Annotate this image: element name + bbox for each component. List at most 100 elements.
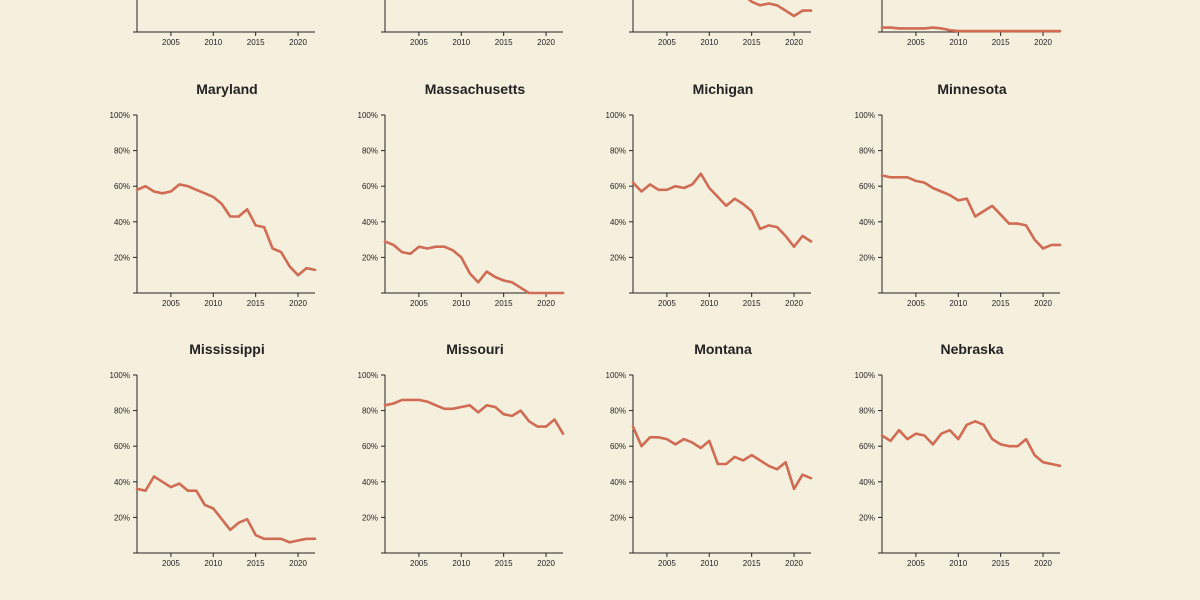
x-tick-label: 2005 (410, 299, 428, 308)
series-line (383, 240, 565, 295)
y-tick-label: 40% (610, 478, 626, 487)
y-tick-label: 20% (362, 253, 378, 262)
panel-2: 2005 2010 2015 2020 (629, 0, 813, 47)
series-line (135, 475, 317, 544)
x-tick-label: 2020 (537, 38, 555, 47)
x-tick-label: 2020 (289, 559, 307, 568)
y-tick-label: 60% (114, 442, 130, 451)
x-tick-label: 2010 (700, 559, 718, 568)
series-line (880, 419, 1062, 468)
y-tick-label: 80% (859, 407, 875, 416)
panel-11: Nebraska 20% 40% 60% 80% 100% 2005 2010 2015 2020 (855, 341, 1062, 568)
x-tick-label: 2020 (1034, 38, 1052, 47)
panel-8: Mississippi 20% 40% 60% 80% 100% 2005 2010 2015 2… (110, 341, 317, 568)
x-tick-label: 2005 (658, 559, 676, 568)
panel-title: Maryland (196, 81, 257, 97)
series-line (880, 26, 1062, 33)
x-tick-label: 2020 (289, 299, 307, 308)
series-line (135, 183, 317, 277)
x-tick-label: 2005 (410, 38, 428, 47)
y-tick-label: 80% (114, 147, 130, 156)
x-tick-label: 2020 (785, 559, 803, 568)
panel-0: 2005 2010 2015 2020 (133, 0, 315, 47)
y-tick-label: 40% (362, 218, 378, 227)
x-tick-label: 2005 (907, 299, 925, 308)
y-tick-label: 20% (362, 513, 378, 522)
panel-title: Montana (694, 341, 752, 357)
x-tick-label: 2005 (162, 559, 180, 568)
y-tick-label: 100% (358, 371, 378, 380)
y-tick-label: 20% (610, 513, 626, 522)
x-tick-label: 2015 (743, 559, 761, 568)
y-tick-label: 60% (362, 182, 378, 191)
y-tick-label: 40% (859, 478, 875, 487)
x-tick-label: 2020 (1034, 299, 1052, 308)
panel-title: Massachusetts (425, 81, 526, 97)
x-tick-label: 2005 (907, 559, 925, 568)
y-tick-label: 60% (610, 182, 626, 191)
y-tick-label: 20% (114, 513, 130, 522)
y-tick-label: 100% (358, 111, 378, 120)
y-tick-label: 20% (859, 253, 875, 262)
x-tick-label: 2015 (743, 299, 761, 308)
x-tick-label: 2015 (247, 559, 265, 568)
y-tick-label: 20% (114, 253, 130, 262)
y-tick-label: 80% (362, 407, 378, 416)
x-tick-label: 2010 (452, 559, 470, 568)
x-tick-label: 2015 (743, 38, 761, 47)
x-tick-label: 2020 (1034, 559, 1052, 568)
panel-5: Massachusetts 20% 40% 60% 80% 100% 2005 2010 201… (358, 81, 565, 308)
y-tick-label: 100% (855, 111, 875, 120)
x-tick-label: 2020 (785, 38, 803, 47)
y-tick-label: 20% (610, 253, 626, 262)
x-tick-label: 2010 (452, 38, 470, 47)
panel-title: Nebraska (940, 341, 1003, 357)
y-tick-label: 80% (362, 147, 378, 156)
panel-title: Minnesota (937, 81, 1006, 97)
x-tick-label: 2015 (495, 38, 513, 47)
x-tick-label: 2005 (907, 38, 925, 47)
panel-title: Mississippi (189, 341, 264, 357)
x-tick-label: 2010 (700, 38, 718, 47)
y-tick-label: 100% (606, 371, 626, 380)
x-tick-label: 2015 (992, 559, 1010, 568)
y-tick-label: 40% (859, 218, 875, 227)
x-tick-label: 2020 (289, 38, 307, 47)
y-tick-label: 100% (110, 371, 130, 380)
panel-3: 2005 2010 2015 2020 (878, 0, 1062, 47)
y-tick-label: 40% (114, 218, 130, 227)
x-tick-label: 2015 (495, 299, 513, 308)
panel-7: Minnesota 20% 40% 60% 80% 100% 2005 2010 2015 202… (855, 81, 1062, 308)
x-tick-label: 2005 (162, 299, 180, 308)
y-tick-label: 100% (855, 371, 875, 380)
x-tick-label: 2005 (658, 38, 676, 47)
x-tick-label: 2005 (658, 299, 676, 308)
x-tick-label: 2020 (537, 559, 555, 568)
x-tick-label: 2010 (204, 559, 222, 568)
y-tick-label: 60% (362, 442, 378, 451)
x-tick-label: 2010 (700, 299, 718, 308)
panel-title: Michigan (693, 81, 754, 97)
x-tick-label: 2010 (452, 299, 470, 308)
series-line (747, 0, 813, 18)
series-line (880, 174, 1062, 250)
y-tick-label: 60% (859, 182, 875, 191)
x-tick-label: 2010 (204, 299, 222, 308)
x-tick-label: 2020 (785, 299, 803, 308)
x-tick-label: 2015 (247, 299, 265, 308)
y-tick-label: 60% (859, 442, 875, 451)
panel-10: Montana 20% 40% 60% 80% 100% 2005 2010 2015 2020 (606, 341, 813, 568)
y-tick-label: 80% (859, 147, 875, 156)
x-tick-label: 2005 (162, 38, 180, 47)
x-tick-label: 2010 (949, 299, 967, 308)
x-tick-label: 2010 (949, 559, 967, 568)
panel-9: Missouri 20% 40% 60% 80% 100% 2005 2010 2015 2020 (358, 341, 565, 568)
y-tick-label: 100% (110, 111, 130, 120)
panel-6: Michigan 20% 40% 60% 80% 100% 2005 2010 2015 2020 (606, 81, 813, 308)
series-line (631, 425, 813, 491)
y-tick-label: 40% (610, 218, 626, 227)
y-tick-label: 40% (362, 478, 378, 487)
x-tick-label: 2010 (949, 38, 967, 47)
x-tick-label: 2010 (204, 38, 222, 47)
